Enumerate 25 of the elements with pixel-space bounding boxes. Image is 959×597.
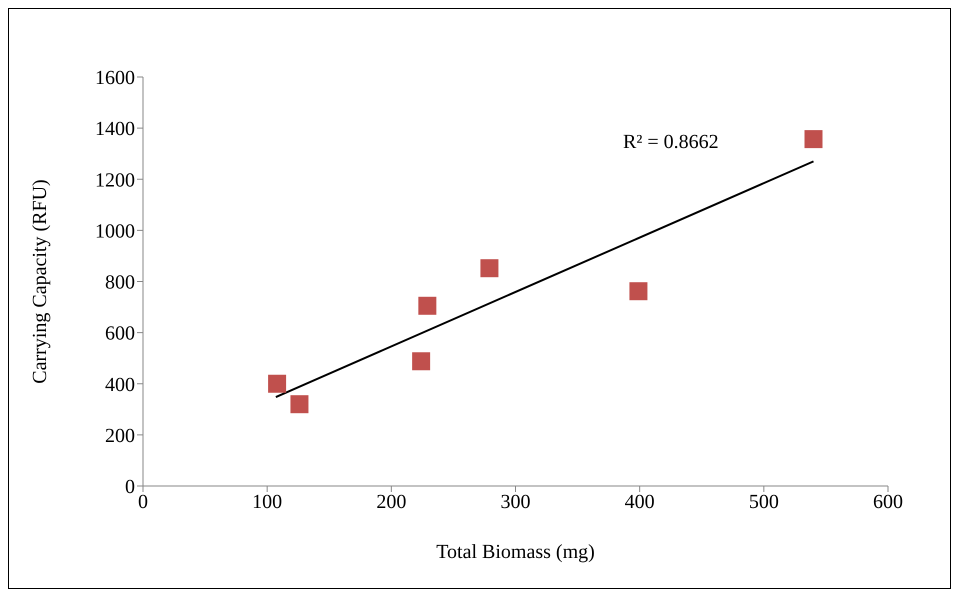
y-tick-label: 800 — [105, 272, 135, 294]
y-tick-label: 600 — [105, 322, 135, 345]
x-tick-label: 500 — [748, 491, 779, 514]
y-tick-label: 1200 — [95, 169, 135, 192]
x-tick-label: 200 — [376, 491, 406, 514]
point — [418, 296, 436, 315]
point — [480, 259, 498, 278]
point — [629, 282, 648, 300]
x-tick-label: 600 — [873, 491, 903, 514]
y-tick-label: 1000 — [95, 220, 135, 242]
point — [268, 374, 286, 393]
y-tick-label: 200 — [105, 424, 135, 447]
x-axis-title: Total Biomass (mg) — [436, 541, 595, 563]
y-tick-label: 0 — [125, 476, 135, 498]
x-tick-label: 300 — [500, 491, 530, 514]
point — [412, 352, 430, 370]
x-tick-label: 400 — [624, 491, 655, 514]
x-tick-label: 100 — [252, 491, 282, 514]
y-tick-label: 400 — [105, 374, 135, 396]
y-tick-label: 1600 — [95, 67, 135, 90]
y-tick-label: 1400 — [95, 118, 135, 140]
annotation: R² = 0.8662 — [623, 131, 719, 154]
point — [290, 395, 308, 414]
y-axis-title: Carrying Capacity (RFU) — [29, 179, 52, 384]
point — [804, 130, 822, 148]
